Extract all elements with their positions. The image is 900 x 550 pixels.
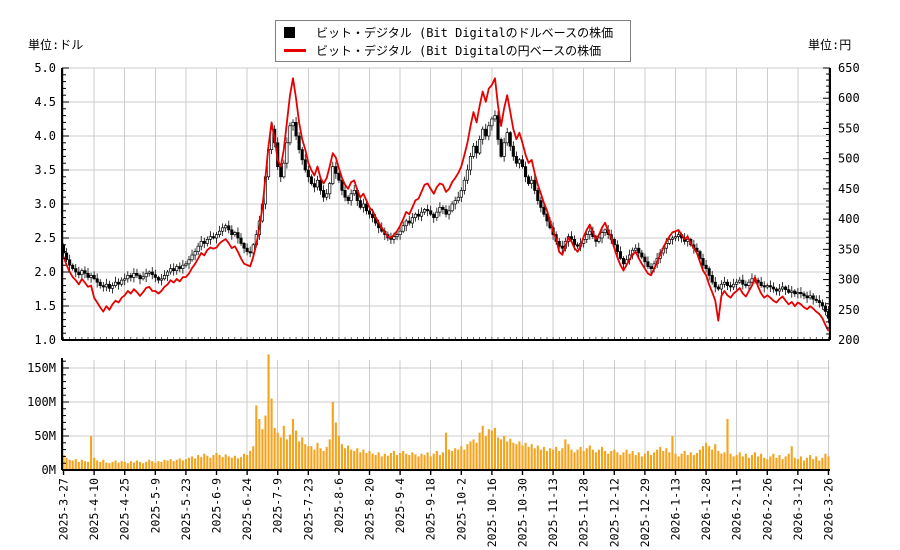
svg-text:2025-9-4: 2025-9-4 xyxy=(393,478,407,533)
svg-text:2025-10-16: 2025-10-16 xyxy=(485,478,499,547)
y-axis-labels: 5.0 4.5 4.0 3.5 3.0 2.5 2.0 1.5 1.0 650 600 550 500 4… xyxy=(27,61,860,477)
jpy-line-marker-icon xyxy=(284,48,308,52)
svg-text:550: 550 xyxy=(838,121,860,135)
svg-text:2026-2-26: 2026-2-26 xyxy=(760,478,774,540)
svg-text:2026-2-11: 2026-2-11 xyxy=(730,478,744,540)
svg-text:2025-12-29: 2025-12-29 xyxy=(638,478,652,547)
svg-text:2025-8-6: 2025-8-6 xyxy=(332,478,346,533)
axis-ticks xyxy=(62,67,830,475)
svg-text:3.5: 3.5 xyxy=(34,163,56,177)
svg-text:650: 650 xyxy=(838,61,860,75)
svg-text:0M: 0M xyxy=(42,463,56,477)
usd-candlestick-series xyxy=(61,110,831,324)
svg-text:2025-5-23: 2025-5-23 xyxy=(179,478,193,540)
svg-text:2026-3-26: 2026-3-26 xyxy=(821,478,835,540)
svg-text:2025-11-28: 2025-11-28 xyxy=(577,478,591,547)
right-axis-unit-label: 単位:円 xyxy=(808,38,852,52)
legend-item-jpy: ビット・デジタル (Bit Digitalの円ベースの株価 xyxy=(284,42,624,58)
svg-text:600: 600 xyxy=(838,91,860,105)
left-axis-unit-label: 単位:ドル xyxy=(28,38,84,52)
svg-text:1.5: 1.5 xyxy=(34,299,56,313)
volume-bars xyxy=(62,354,830,470)
legend-label-jpy: ビット・デジタル (Bit Digitalの円ベースの株価 xyxy=(316,43,602,58)
svg-text:50M: 50M xyxy=(34,429,56,443)
svg-text:2026-1-13: 2026-1-13 xyxy=(668,478,682,540)
svg-text:350: 350 xyxy=(838,242,860,256)
usd-square-marker-icon xyxy=(284,26,308,38)
svg-text:200: 200 xyxy=(838,333,860,347)
svg-text:2025-6-9: 2025-6-9 xyxy=(210,478,224,533)
svg-text:100M: 100M xyxy=(27,395,56,409)
svg-text:450: 450 xyxy=(838,182,860,196)
svg-text:400: 400 xyxy=(838,212,860,226)
svg-text:3.0: 3.0 xyxy=(34,197,56,211)
svg-text:2025-10-2: 2025-10-2 xyxy=(454,478,468,540)
svg-text:2025-12-12: 2025-12-12 xyxy=(607,478,621,547)
svg-text:2025-7-23: 2025-7-23 xyxy=(301,478,315,540)
svg-text:1.0: 1.0 xyxy=(34,333,56,347)
svg-text:300: 300 xyxy=(838,273,860,287)
jpy-line-series xyxy=(62,77,830,332)
svg-text:2026-3-12: 2026-3-12 xyxy=(791,478,805,540)
svg-text:2025-3-27: 2025-3-27 xyxy=(57,478,71,540)
legend-label-usd: ビット・デジタル (Bit Digitalのドルベースの株価 xyxy=(316,25,614,40)
svg-text:500: 500 xyxy=(838,152,860,166)
svg-text:2.0: 2.0 xyxy=(34,265,56,279)
svg-text:4.0: 4.0 xyxy=(34,129,56,143)
svg-text:2025-4-10: 2025-4-10 xyxy=(87,478,101,540)
svg-text:150M: 150M xyxy=(27,361,56,375)
svg-text:2026-1-28: 2026-1-28 xyxy=(699,478,713,540)
svg-text:2025-5-9: 2025-5-9 xyxy=(148,478,162,533)
svg-text:2025-6-24: 2025-6-24 xyxy=(240,478,254,540)
svg-text:250: 250 xyxy=(838,303,860,317)
x-axis-date-labels: 2025-3-27 2025-4-10 2025-4-25 2025-5-9 2025-… xyxy=(57,478,836,547)
legend-box: ビット・デジタル (Bit Digitalのドルベースの株価 ビット・デジタル … xyxy=(275,20,631,62)
svg-text:4.5: 4.5 xyxy=(34,95,56,109)
svg-text:2025-7-9: 2025-7-9 xyxy=(271,478,285,533)
svg-text:2025-11-13: 2025-11-13 xyxy=(546,478,560,547)
legend-item-usd: ビット・デジタル (Bit Digitalのドルベースの株価 xyxy=(284,24,624,40)
svg-text:2025-4-25: 2025-4-25 xyxy=(118,478,132,540)
svg-text:5.0: 5.0 xyxy=(34,61,56,75)
svg-text:2.5: 2.5 xyxy=(34,231,56,245)
svg-text:2025-9-18: 2025-9-18 xyxy=(424,478,438,540)
svg-text:2025-8-20: 2025-8-20 xyxy=(363,478,377,540)
svg-text:2025-10-30: 2025-10-30 xyxy=(515,478,529,547)
